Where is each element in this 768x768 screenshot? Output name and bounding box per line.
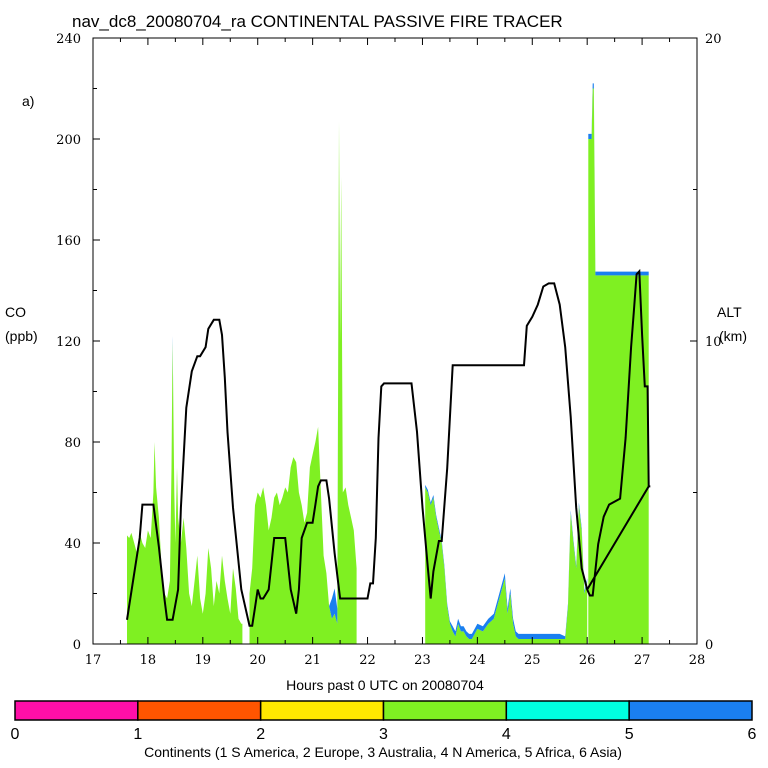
- altitude-line: [126, 268, 651, 627]
- colorbar-tick-label: 4: [502, 726, 511, 743]
- asia-area-segment: [588, 83, 649, 276]
- x-tick-label: 17: [85, 653, 102, 668]
- chart-title: nav_dc8_20080704_ra CONTINENTAL PASSIVE …: [72, 12, 563, 31]
- colorbar-tick-label: 1: [133, 726, 142, 743]
- co-area-series: [127, 88, 649, 645]
- x-tick-label: 22: [359, 653, 376, 668]
- y-right-tick-label: 20: [705, 32, 722, 47]
- colorbar-tick-label: 5: [625, 726, 634, 743]
- x-axis-label: Hours past 0 UTC on 20080704: [286, 677, 484, 693]
- x-tick-label: 19: [195, 653, 212, 668]
- y-right-tick-label: 10: [705, 335, 722, 350]
- x-tick-label: 25: [524, 653, 541, 668]
- colorbar: 0 1 2 3 4 5 6: [11, 700, 757, 743]
- colorbar-tick-label: 6: [748, 726, 757, 743]
- x-tick-label: 24: [469, 653, 486, 668]
- colorbar-tick-label: 0: [11, 726, 20, 743]
- y-left-tick-label: 240: [56, 32, 81, 47]
- colorbar-tick-label: 2: [256, 726, 265, 743]
- colorbar-swatch: [382, 700, 508, 721]
- x-tick-label: 23: [414, 653, 431, 668]
- y-axis-right-label-alt: ALT: [717, 304, 742, 320]
- co-area-segment: [588, 88, 649, 644]
- colorbar-swatch: [137, 700, 262, 721]
- x-tick-label: 27: [634, 653, 651, 668]
- x-tick-label: 21: [304, 653, 321, 668]
- y-left-tick-label: 200: [56, 133, 81, 148]
- co-area-segment: [127, 341, 243, 644]
- colorbar-swatch: [628, 700, 753, 721]
- colorbar-swatch: [14, 700, 139, 721]
- co-area-segment: [425, 487, 588, 644]
- y-axis-right-label-units: (km): [719, 328, 747, 344]
- x-tick-label: 18: [140, 653, 157, 668]
- y-left-tick-label: 0: [73, 638, 81, 653]
- axis-ticks: 17 18 19 20 21 22 23 24 25 26 27 280408012016020024…: [56, 32, 721, 668]
- colorbar-label: Continents (1 S America, 2 Europe, 3 Aus…: [144, 744, 622, 760]
- y-left-tick-label: 120: [56, 335, 81, 350]
- y-left-tick-label: 80: [64, 436, 81, 451]
- y-right-tick-label: 0: [705, 638, 713, 653]
- y-axis-left-label-co: CO: [5, 304, 26, 320]
- y-left-tick-label: 40: [64, 537, 81, 552]
- y-axis-left-label-units: (ppb): [5, 328, 38, 344]
- colorbar-tick-label: 3: [379, 726, 388, 743]
- colorbar-swatch: [505, 700, 630, 721]
- y-left-tick-label: 160: [56, 234, 81, 249]
- co-area-segment: [249, 121, 357, 645]
- x-tick-label: 28: [689, 653, 706, 668]
- x-tick-label: 26: [579, 653, 596, 668]
- panel-label: a): [22, 93, 34, 109]
- x-tick-label: 20: [249, 653, 266, 668]
- colorbar-swatch: [259, 700, 385, 721]
